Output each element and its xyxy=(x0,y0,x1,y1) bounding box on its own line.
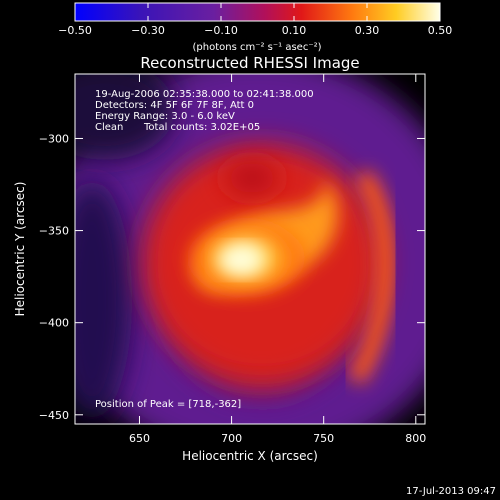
detectors-text: Detectors: 4F 5F 6F 7F 8F, Att 0 xyxy=(95,100,254,111)
x-tick-label: 750 xyxy=(313,432,334,445)
x-tick-label: 800 xyxy=(405,432,426,445)
peak-spot xyxy=(218,246,262,274)
observation-info: 19-Aug-2006 02:35:38.000 to 02:41:38.000… xyxy=(95,89,314,133)
y-tick-label: −300 xyxy=(39,132,69,145)
x-axis-label: Heliocentric X (arcsec) xyxy=(182,449,318,463)
plot-frame xyxy=(74,73,426,425)
y-axis-ticks: −300 −350 −400 −450 xyxy=(39,132,425,422)
method-text: Clean xyxy=(95,122,123,133)
colorbar-tick-label: 0.50 xyxy=(428,24,453,37)
colorbar-tick-label: 0.10 xyxy=(282,24,307,37)
energy-range-text: Energy Range: 3.0 - 6.0 keV xyxy=(95,111,235,122)
x-axis-ticks: 650 700 750 800 xyxy=(129,74,426,445)
colorbar-tick-label: 0.30 xyxy=(355,24,380,37)
colorbar-gradient xyxy=(74,2,441,22)
halo-dark-lower-left xyxy=(75,180,132,420)
emission-right-rim xyxy=(347,169,395,385)
total-counts-text: Total counts: 3.02E+05 xyxy=(143,122,260,133)
x-tick-label: 650 xyxy=(129,432,150,445)
colorbar-tick-label: −0.50 xyxy=(58,24,92,37)
emission-dark-hole xyxy=(214,150,290,206)
chart-title: Reconstructed RHESSI Image xyxy=(140,54,359,72)
x-tick-label: 700 xyxy=(221,432,242,445)
y-tick-label: −350 xyxy=(39,225,69,238)
y-tick-label: −450 xyxy=(39,409,69,422)
colorbar-tick-label: −0.30 xyxy=(131,24,165,37)
halo-dark-corner xyxy=(75,74,175,160)
y-axis-label: Heliocentric Y (arcsec) xyxy=(13,182,27,317)
colorbar-ticks: −0.50 −0.30 −0.10 0.10 0.30 0.50 xyxy=(58,3,452,37)
colorbar: −0.50 −0.30 −0.10 0.10 0.30 0.50 (photons cm⁻… xyxy=(58,2,452,53)
peak-position-text: Position of Peak = [718,-362] xyxy=(95,399,241,410)
heatmap-image xyxy=(75,74,425,424)
time-range-text: 19-Aug-2006 02:35:38.000 to 02:41:38.000 xyxy=(95,89,314,100)
colorbar-unit-label: (photons cm⁻² s⁻¹ asec⁻²) xyxy=(192,42,321,53)
colorbar-tick-label: −0.10 xyxy=(204,24,238,37)
date-stamp: 17-Jul-2013 09:47 xyxy=(406,486,496,497)
y-tick-label: −400 xyxy=(39,317,69,330)
